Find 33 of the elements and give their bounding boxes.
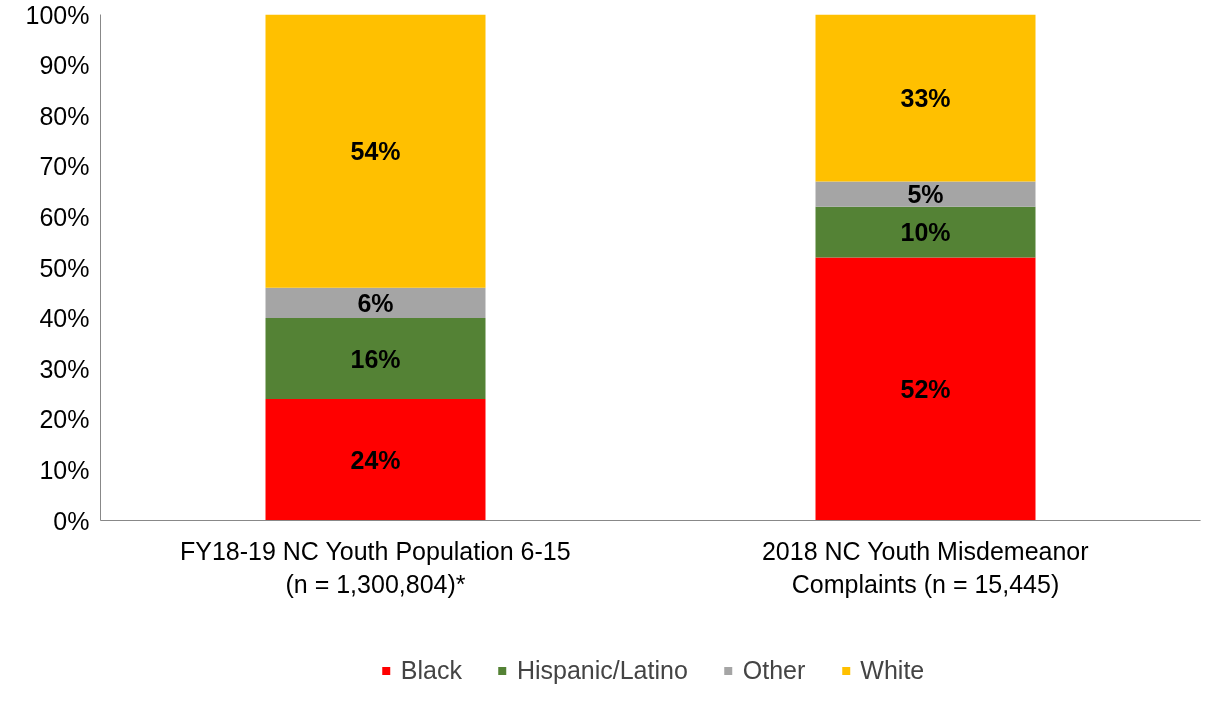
data-label: 52% [900, 374, 951, 403]
y-tick-label: 20% [39, 405, 90, 434]
y-tick-label: 60% [39, 202, 90, 231]
y-tick-label: 70% [39, 152, 90, 181]
x-tick-label: 2018 NC Youth Misdemeanor Complaints (n = 15,445) [761, 536, 1089, 599]
y-tick-label: 100% [25, 0, 90, 29]
bar [815, 14, 1036, 182]
bar [815, 206, 1036, 258]
y-tick-label: 80% [39, 101, 90, 130]
y-tick-label: 30% [39, 354, 90, 383]
data-label: 5% [907, 180, 944, 209]
data-label: 54% [350, 137, 401, 166]
data-label: 33% [900, 83, 951, 112]
bar [265, 287, 486, 319]
legend-label: White [860, 655, 925, 685]
data-label: 6% [357, 288, 394, 317]
legend-label: Other [742, 655, 806, 685]
data-label: 24% [350, 445, 401, 474]
bar [265, 399, 486, 521]
bar [815, 257, 1036, 521]
bar [265, 14, 486, 288]
bar [815, 181, 1036, 207]
legend-label: Black [400, 655, 462, 685]
data-label: 16% [350, 344, 401, 373]
data-label: 10% [900, 218, 951, 247]
y-tick-label: 90% [39, 51, 90, 80]
y-tick-label: 10% [39, 455, 90, 484]
y-tick-label: 50% [39, 253, 90, 282]
x-tick-label: FY18-19 NC Youth Population 6-15 (n = 1,300,804)* [180, 536, 571, 599]
bar [265, 318, 486, 400]
y-tick-label: 40% [39, 304, 90, 333]
y-tick-label: 0% [53, 506, 90, 535]
legend-label: Hispanic/Latino [516, 655, 688, 685]
